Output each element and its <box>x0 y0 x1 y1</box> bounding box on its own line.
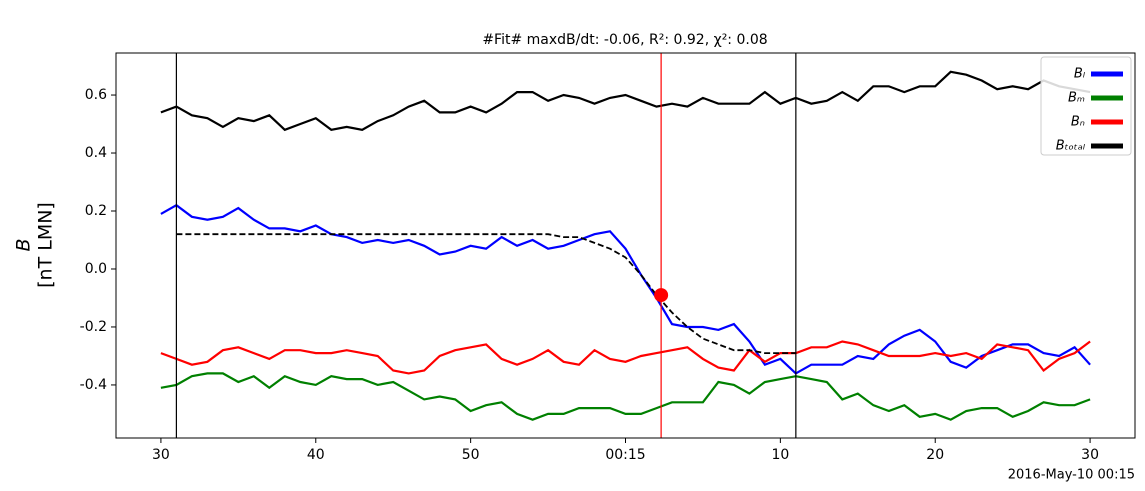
y-label: [nT LMN] <box>35 202 57 288</box>
corner-label: 2016-May-10 00:15 <box>1008 468 1135 483</box>
legend-label: Bₗ <box>1074 67 1086 82</box>
x-tick-label: 20 <box>926 447 944 463</box>
x-tick-label: 40 <box>307 447 325 463</box>
legend-label: Bₜₒₜₐₗ <box>1056 139 1086 154</box>
x-tick-label: 10 <box>771 447 789 463</box>
plot-frame <box>115 52 1136 439</box>
y-tick-label: -0.2 <box>80 319 107 335</box>
legend-label: Bₘ <box>1068 91 1085 106</box>
y-label: B <box>13 238 35 251</box>
series-line <box>160 372 1091 421</box>
legend-box <box>1040 56 1132 156</box>
y-tick-label: 0.4 <box>85 145 107 161</box>
legend-label: Bₙ <box>1071 115 1085 130</box>
series-line <box>160 203 1091 375</box>
x-tick-label: 50 <box>462 447 480 463</box>
series-line <box>160 70 1091 132</box>
y-tick-label: 0.6 <box>85 87 107 103</box>
y-tick-label: 0.2 <box>85 203 107 219</box>
chart-title: #Fit# maxdB/dt: -0.06, R²: 0.92, χ²: 0.0… <box>482 32 767 48</box>
y-tick-label: -0.4 <box>80 377 107 393</box>
series-line <box>160 340 1091 375</box>
x-tick-label: 30 <box>152 447 170 463</box>
y-tick-label: 0.0 <box>85 261 107 277</box>
x-tick-label: 00:15 <box>605 447 645 463</box>
fit-line <box>176 233 796 354</box>
fit-marker <box>654 288 669 303</box>
x-tick-label: 30 <box>1081 447 1099 463</box>
